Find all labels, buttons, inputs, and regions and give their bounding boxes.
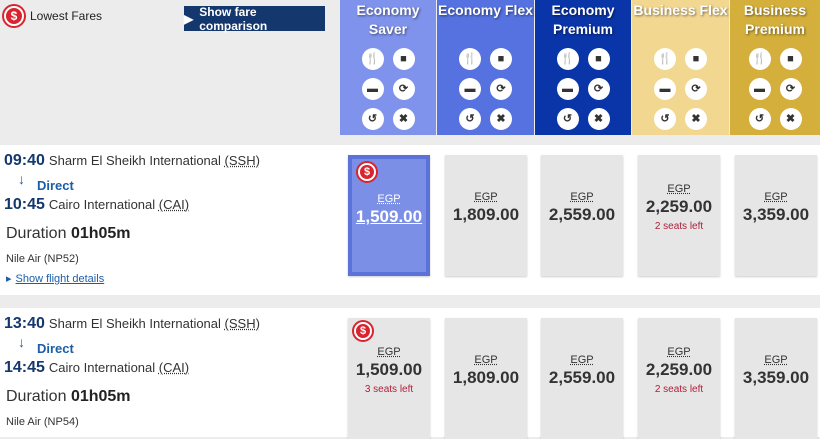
fare-card[interactable]: EGP 3,359.00 [735,318,817,439]
cutlery-icon: 🍴 [654,48,676,70]
suitcase-icon: ■ [392,48,415,70]
arrow-down-icon: ↓ [18,334,25,350]
fare-column-header[interactable]: Business Premium 🍴 ■ ▬ ⟳ ↺ ✖ [730,0,820,135]
fare-card[interactable]: $ EGP 1,509.00 3 seats left [348,318,430,439]
suitcase-icon: ■ [587,48,610,70]
change-icon: ⟳ [392,78,415,100]
cutlery-icon: 🍴 [459,48,481,70]
fare-column-header[interactable]: Economy Premium 🍴 ■ ▬ ⟳ ↺ ✖ [535,0,631,135]
show-fare-comparison-button[interactable]: ▶ Show fare comparison [184,4,325,33]
cancel-icon: ✖ [685,108,707,130]
fare-amount: 1,509.00 [355,360,423,379]
currency: EGP [474,354,498,366]
lowest-fares-legend: $ Lowest Fares [4,6,102,26]
airline: Nile Air (NP54) [6,416,79,428]
cabin-bag-icon: ▬ [654,78,676,100]
fare-amount: 1,809.00 [452,368,520,387]
lowest-fare-icon: $ [358,163,376,181]
duration: Duration 01h05m [6,225,131,242]
fare-card[interactable]: EGP 2,559.00 [541,318,623,439]
cancel-icon: ✖ [587,108,610,130]
fare-amount: 2,559.00 [548,205,616,224]
cabin-bag-icon: ▬ [556,78,579,100]
currency: EGP [667,346,691,358]
refund-icon: ↺ [361,108,384,130]
change-icon: ⟳ [587,78,610,100]
fare-card[interactable]: $ EGP 1,509.00 [348,155,430,276]
seats-left: 2 seats left [654,221,704,232]
show-flight-details-link[interactable]: ▸ Show flight details [6,273,105,285]
currency: EGP [474,191,498,203]
refund-icon: ↺ [654,108,676,130]
cabin-bag-icon: ▬ [361,78,384,100]
cancel-icon: ✖ [779,108,802,130]
fare-name: Economy Flex [438,2,533,18]
suitcase-icon: ■ [490,48,512,70]
currency: EGP [377,346,401,358]
currency: EGP [667,183,691,195]
currency: EGP [764,354,788,366]
cancel-icon: ✖ [490,108,512,130]
fare-amount: 2,259.00 [645,360,713,379]
play-icon: ▶ [184,11,194,26]
fare-amount: 3,359.00 [742,205,810,224]
arrival: 10:45 Cairo International (CAI) [4,196,190,213]
fare-header: $ Lowest Fares ▶ Show fare comparison Econ… [0,0,820,135]
fare-card[interactable]: EGP 1,809.00 [445,318,527,439]
seats-left: 2 seats left [654,384,704,395]
suitcase-icon: ■ [685,48,707,70]
cabin-bag-icon: ▬ [459,78,481,100]
fare-column-header[interactable]: Economy Flex 🍴 ■ ▬ ⟳ ↺ ✖ [437,0,534,135]
fare-card[interactable]: EGP 3,359.00 [735,155,817,276]
change-icon: ⟳ [685,78,707,100]
fare-amount: 3,359.00 [742,368,810,387]
seats-left: 3 seats left [364,384,414,395]
flight-row: 13:40 Sharm El Sheikh International (SSH)… [0,308,820,439]
refund-icon: ↺ [748,108,771,130]
currency: EGP [570,354,594,366]
refund-icon: ↺ [556,108,579,130]
lowest-fare-icon: $ [4,6,24,26]
fare-amount: 2,259.00 [645,197,713,216]
change-icon: ⟳ [779,78,802,100]
lowest-fare-icon: $ [354,322,372,340]
refund-icon: ↺ [459,108,481,130]
fare-name: Business Flex [633,2,728,18]
stops: Direct [37,341,74,356]
suitcase-icon: ■ [779,48,802,70]
fare-amount: 1,809.00 [452,205,520,224]
fare-card[interactable]: EGP 1,809.00 [445,155,527,276]
cutlery-icon: 🍴 [361,48,384,70]
flight-row: 09:40 Sharm El Sheikh International (SSH)… [0,145,820,295]
fare-amount: 2,559.00 [548,368,616,387]
fare-card[interactable]: EGP 2,259.00 2 seats left [638,318,720,439]
cutlery-icon: 🍴 [556,48,579,70]
caret-right-icon: ▸ [6,273,12,285]
fare-card[interactable]: EGP 2,559.00 [541,155,623,276]
currency: EGP [377,193,401,205]
cabin-bag-icon: ▬ [748,78,771,100]
fare-card[interactable]: EGP 2,259.00 2 seats left [638,155,720,276]
currency: EGP [570,191,594,203]
currency: EGP [764,191,788,203]
compare-label: Show fare comparison [199,4,268,33]
stops: Direct [37,178,74,193]
cutlery-icon: 🍴 [748,48,771,70]
fare-name: Economy Saver [356,2,420,37]
airline: Nile Air (NP52) [6,253,79,265]
fare-column-header[interactable]: Economy Saver 🍴 ■ ▬ ⟳ ↺ ✖ [340,0,436,135]
departure: 09:40 Sharm El Sheikh International (SSH) [4,152,260,169]
duration: Duration 01h05m [6,388,131,405]
arrival: 14:45 Cairo International (CAI) [4,359,190,376]
fare-name: Economy Premium [551,2,615,37]
cancel-icon: ✖ [392,108,415,130]
fare-amount: 1,509.00 [355,207,423,226]
fare-column-header[interactable]: Business Flex 🍴 ■ ▬ ⟳ ↺ ✖ [632,0,729,135]
lowest-fares-label: Lowest Fares [30,9,103,23]
departure: 13:40 Sharm El Sheikh International (SSH) [4,315,260,332]
arrow-down-icon: ↓ [18,171,25,187]
change-icon: ⟳ [490,78,512,100]
fare-name: Business Premium [743,2,807,37]
